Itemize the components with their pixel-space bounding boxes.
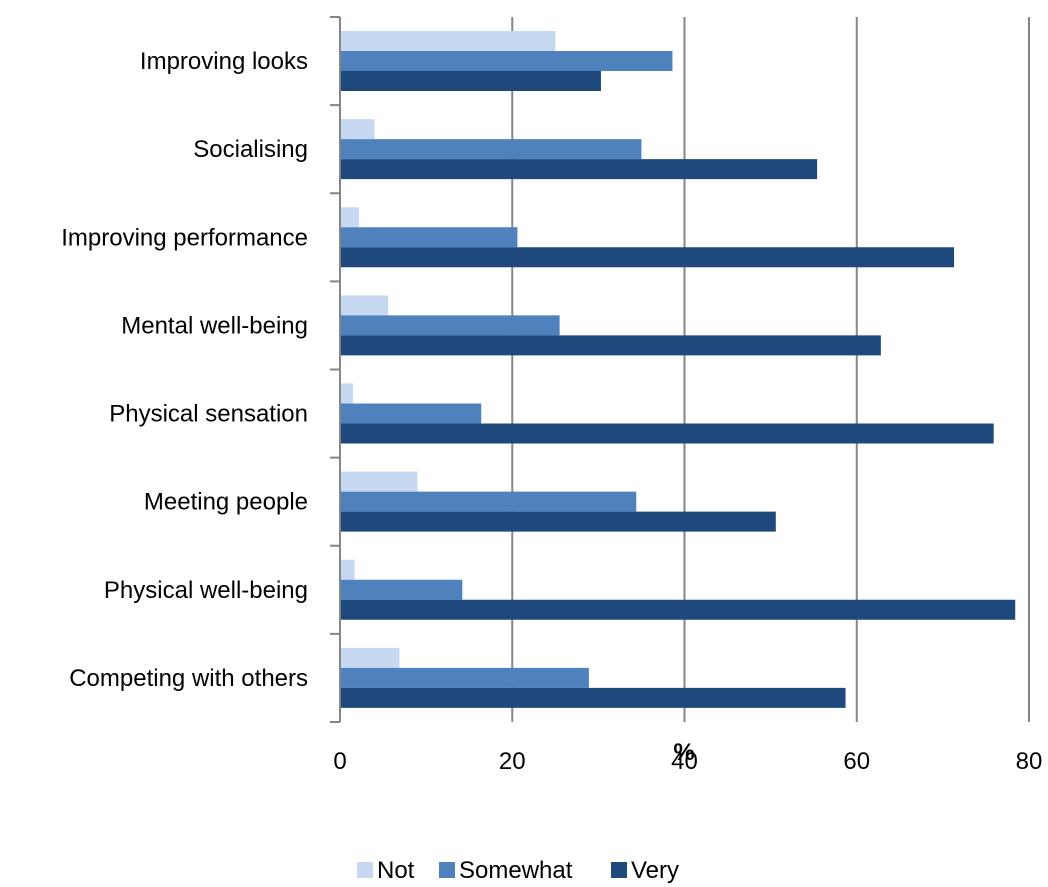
- x-tick-label: 40: [671, 748, 698, 775]
- bar-not-4: [340, 383, 353, 404]
- bar-not-6: [340, 559, 355, 580]
- legend-swatch-very: [611, 862, 627, 878]
- category-label: Physical well-being: [104, 577, 308, 604]
- bar-very-2: [340, 247, 955, 268]
- category-label: Socialising: [193, 136, 308, 163]
- bar-somewhat-7: [340, 667, 589, 688]
- category-labels: Improving looks Socialising Improving perf…: [61, 48, 308, 692]
- bar-very-4: [340, 423, 994, 444]
- bar-very-0: [340, 71, 601, 91]
- x-axis-title: %: [673, 739, 694, 766]
- category-label: Mental well-being: [121, 312, 308, 339]
- bar-somewhat-2: [340, 227, 518, 248]
- bar-somewhat-4: [340, 403, 482, 424]
- x-tick-label: 80: [1016, 748, 1043, 775]
- bar-somewhat-5: [340, 491, 637, 512]
- x-tick-label: 20: [499, 748, 526, 775]
- legend-label-somewhat: Somewhat: [459, 857, 573, 884]
- category-label: Physical sensation: [109, 401, 308, 428]
- category-label: Improving performance: [61, 224, 308, 251]
- bar-very-6: [340, 599, 1016, 620]
- bar-not-3: [340, 295, 389, 316]
- bar-not-7: [340, 647, 400, 668]
- bar-somewhat-0: [340, 51, 673, 71]
- category-label: Meeting people: [144, 489, 308, 516]
- x-tick-label: 60: [843, 748, 870, 775]
- legend-label-very: Very: [631, 857, 679, 884]
- bar-not-5: [340, 471, 418, 492]
- bar-somewhat-3: [340, 315, 560, 336]
- bar-somewhat-1: [340, 139, 642, 160]
- bar-not-2: [340, 207, 359, 228]
- tick-labels: 0 20 40 60 80: [333, 748, 1042, 775]
- x-tick-label: 0: [333, 748, 346, 775]
- axes: [330, 16, 341, 723]
- bars: [340, 31, 1016, 708]
- bar-very-1: [340, 159, 818, 180]
- bar-not-1: [340, 119, 375, 140]
- legend-label-not: Not: [377, 857, 415, 884]
- legend-swatch-somewhat: [439, 862, 455, 878]
- legend-swatch-not: [357, 862, 373, 878]
- legend: Not Somewhat Very: [357, 857, 679, 884]
- category-label: Competing with others: [69, 665, 308, 692]
- bar-not-0: [340, 31, 556, 51]
- bar-very-5: [340, 511, 776, 532]
- bar-somewhat-6: [340, 579, 463, 600]
- bar-very-7: [340, 687, 846, 708]
- category-label: Improving looks: [140, 48, 308, 75]
- bar-very-3: [340, 335, 881, 356]
